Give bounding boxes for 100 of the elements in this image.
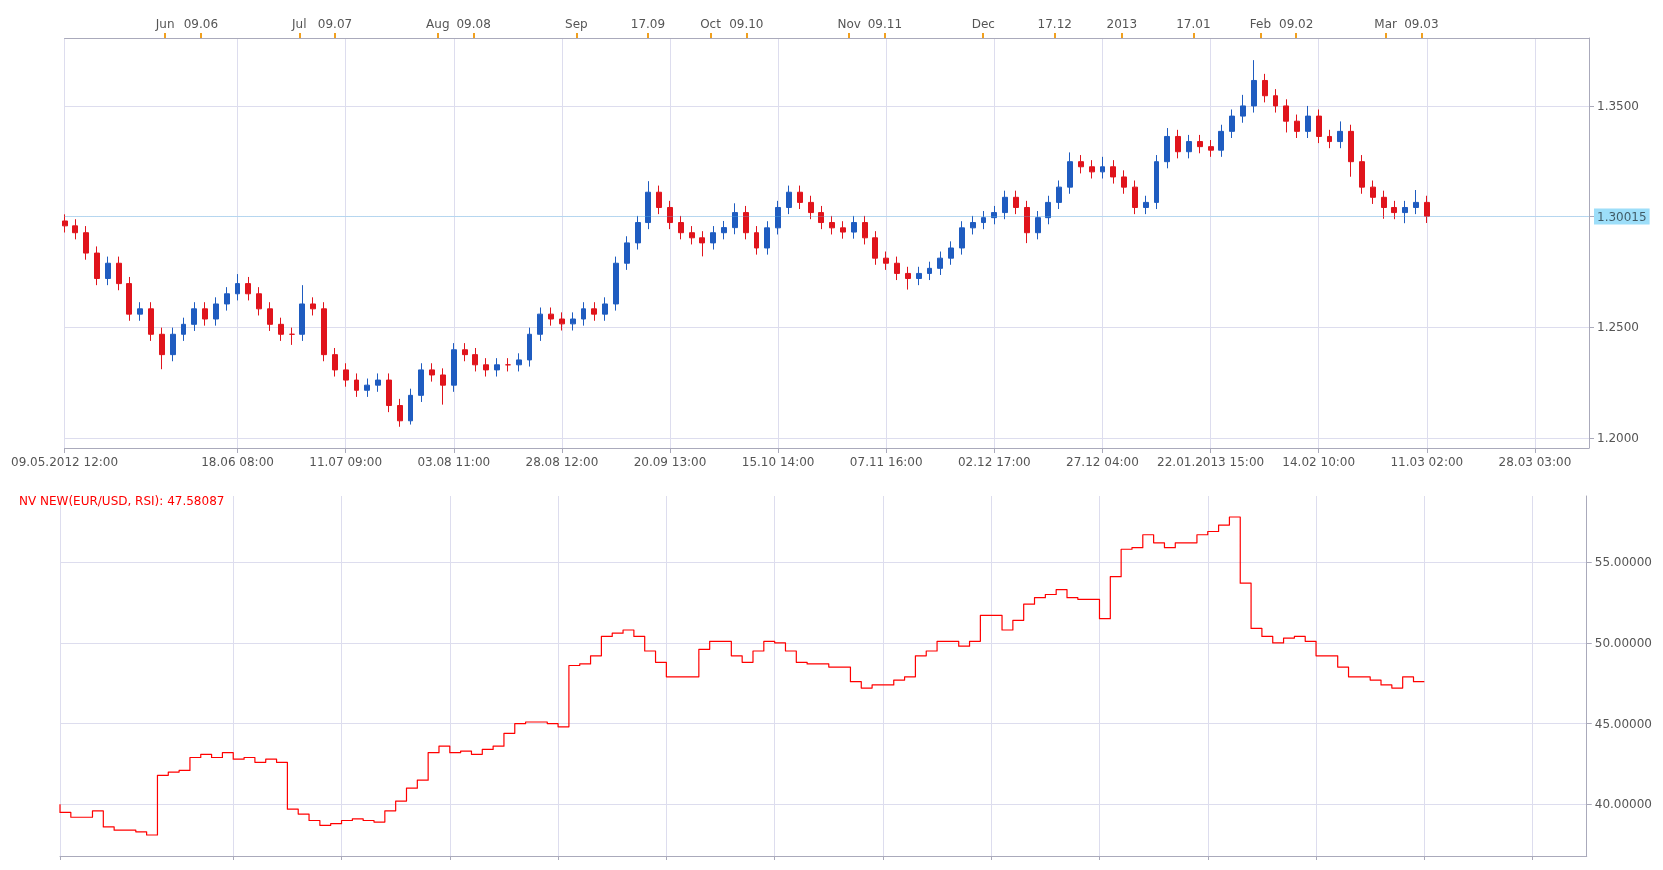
candlestick	[570, 311, 576, 332]
candlestick	[743, 205, 749, 240]
candlestick	[505, 357, 511, 372]
candlestick	[1370, 179, 1376, 205]
candlestick	[970, 215, 976, 235]
candlestick	[245, 276, 251, 301]
x2-tick-label: 09.08	[456, 17, 491, 31]
candlestick	[1175, 129, 1181, 159]
candlestick	[710, 225, 716, 251]
candlestick	[1294, 114, 1300, 139]
y-tick-label: 45.00000	[1594, 716, 1653, 731]
candlestick	[797, 185, 803, 210]
candlestick	[1164, 127, 1170, 169]
candlestick	[689, 225, 695, 245]
candlestick	[1110, 159, 1116, 185]
candlestick	[62, 213, 68, 233]
candlestick	[191, 301, 197, 332]
candlestick	[472, 347, 478, 372]
candlestick	[1100, 156, 1105, 179]
candlestick	[181, 317, 186, 342]
candlestick	[1089, 159, 1095, 179]
candlestick	[1262, 73, 1268, 103]
candlestick	[386, 372, 392, 413]
candlestick	[1402, 200, 1408, 224]
candlestick	[1002, 190, 1008, 220]
candlestick	[256, 286, 262, 316]
candlestick	[483, 357, 489, 378]
candlestick	[591, 301, 597, 322]
candlestick	[905, 266, 911, 291]
x-tick-label: 14.02 10:00	[1282, 455, 1356, 469]
x-tick-label: 22.01.2013 15:00	[1157, 455, 1265, 469]
x-tick-label: 07.11 16:00	[849, 455, 923, 469]
candlestick	[1240, 94, 1246, 124]
candlestick	[278, 317, 284, 342]
candlestick	[440, 367, 446, 406]
candlestick	[1327, 129, 1332, 149]
candlestick	[937, 251, 943, 276]
y-tick-label: 1.2000	[1597, 430, 1639, 445]
candlestick	[624, 235, 630, 271]
candlestick	[645, 180, 651, 230]
candlestick	[656, 185, 662, 215]
candlestick	[289, 327, 295, 346]
candlestick	[1186, 134, 1192, 159]
candlestick	[829, 215, 835, 235]
x2-tick-label: Oct	[700, 17, 722, 31]
candlestick	[1208, 139, 1214, 158]
x-tick-label: 28.08 12:00	[525, 455, 599, 469]
candlestick	[764, 220, 770, 256]
ref-line-label: 1.30015	[1597, 209, 1647, 224]
x-tick-label: 28.03 03:00	[1498, 455, 1572, 469]
candlestick	[883, 251, 889, 271]
x2-tick-label: Nov	[837, 17, 861, 31]
y-tick-label: 1.2500	[1597, 320, 1639, 335]
candlestick	[678, 215, 684, 240]
chart-title: NV NEW(EUR/USD, RSI): 47.58087	[19, 494, 225, 508]
candlestick	[732, 202, 738, 235]
candlestick	[872, 230, 878, 266]
candlestick	[818, 205, 824, 230]
candlestick	[105, 256, 111, 286]
candlestick	[408, 388, 413, 426]
candlestick	[202, 301, 208, 327]
candlestick	[429, 362, 435, 383]
candlestick	[1013, 190, 1019, 215]
candlestick	[462, 342, 468, 362]
candlestick	[840, 220, 846, 240]
x2-tick-label: 09.07	[317, 17, 353, 31]
x2-tick-label: Sep	[565, 17, 588, 31]
candlestick	[581, 301, 586, 327]
candlestick	[721, 220, 727, 240]
candlestick	[1251, 59, 1257, 114]
x2-tick-label: 09.06	[183, 17, 219, 31]
x2-tick-label: 2013	[1106, 17, 1138, 31]
x2-tick-label: 09.03	[1404, 17, 1439, 31]
candlestick	[321, 301, 327, 362]
candlestick	[137, 301, 143, 322]
candlestick	[1143, 195, 1149, 215]
candlestick	[418, 362, 424, 403]
candlestick	[1229, 108, 1235, 139]
candlestick	[851, 215, 857, 240]
candlestick	[375, 372, 381, 393]
candlestick	[1381, 190, 1387, 220]
candlestick	[1283, 98, 1289, 133]
x2-tick-label: 09.11	[867, 17, 903, 31]
candlestick	[1078, 154, 1084, 174]
x-tick-label: 11.07 09:00	[309, 455, 383, 469]
x2-tick-label: Dec	[971, 17, 995, 31]
x2-tick-label: Mar	[1374, 17, 1397, 31]
candlestick	[1056, 179, 1062, 210]
candlestick	[364, 378, 370, 398]
x-tick-label: 11.03 02:00	[1390, 455, 1464, 469]
candlestick	[775, 200, 781, 235]
x-tick-label: 15.10 14:00	[741, 455, 815, 469]
candlestick	[83, 225, 89, 261]
candlestick	[1348, 124, 1354, 178]
candlestick	[786, 185, 792, 215]
candlestick	[1316, 108, 1322, 144]
candlestick	[981, 210, 986, 230]
candlestick	[1035, 210, 1041, 240]
candlestick	[635, 215, 641, 251]
candlestick	[1132, 179, 1138, 215]
